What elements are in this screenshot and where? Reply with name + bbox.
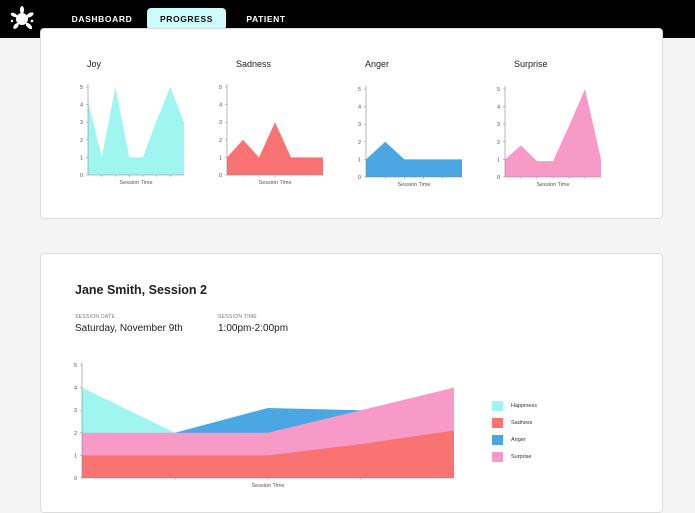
legend-swatch-surprise — [492, 452, 503, 462]
legend-item-surprise: Surprise — [492, 452, 612, 464]
legend-label-surprise: Surprise — [511, 454, 532, 460]
nav-patient[interactable]: PATIENT — [246, 14, 286, 24]
sadness-y-tick-label: 2 — [219, 138, 222, 144]
legend-label-sadness: Sadness — [511, 420, 533, 426]
joy-y-tick-label: 5 — [80, 85, 83, 91]
joy-y-tick-label: 0 — [80, 173, 83, 179]
session-x-label: Session Time — [251, 483, 284, 489]
joy-area-chart: 0 1 2 3 4 5 Session Time — [80, 84, 184, 186]
session-y-tick-label: 2 — [74, 431, 77, 437]
surprise-x-label: Session Time — [536, 182, 569, 188]
sadness-y-tick-label: 3 — [219, 120, 222, 126]
joy-y-tick-label: 4 — [80, 103, 83, 109]
nav-progress[interactable]: PROGRESS — [147, 8, 226, 30]
session-time-value: 1:00pm-2:00pm — [218, 323, 289, 334]
session-y-tick-label: 1 — [74, 453, 77, 459]
surprise-y-tick-label: 3 — [497, 122, 500, 128]
sadness-y-tick-label: 5 — [219, 85, 222, 91]
session-area-sadness — [82, 430, 454, 478]
surprise-area-surprise — [505, 89, 601, 177]
session-y-tick-label: 4 — [74, 386, 77, 392]
anger-area-chart: 0 1 2 3 4 5 Session Time — [358, 86, 462, 188]
joy-y-tick-label: 2 — [80, 138, 83, 144]
surprise-y-tick-label: 0 — [497, 175, 500, 181]
legend-label-anger: Anger — [511, 437, 526, 443]
legend-swatch-sadness — [492, 418, 503, 428]
chart-title-sadness: Sadness — [236, 59, 272, 69]
sadness-area-chart: 0 1 2 3 4 5 Session Time — [219, 84, 323, 186]
sadness-area-sadness — [227, 122, 323, 175]
splat-logo-icon[interactable] — [9, 6, 35, 32]
surprise-y-tick-label: 1 — [497, 157, 500, 163]
session-y-tick-label: 3 — [74, 408, 77, 414]
anger-x-label: Session Time — [397, 182, 430, 188]
anger-y-tick-label: 1 — [358, 157, 361, 163]
legend-label-happiness: Happiness — [511, 403, 537, 409]
legend-item-happiness: Happiness — [492, 401, 612, 413]
chart-title-surprise: Surprise — [514, 59, 548, 69]
surprise-area-chart: 0 1 2 3 4 5 Session Time — [497, 86, 601, 188]
session-date-label: SESSION DATE — [75, 314, 116, 320]
joy-area-joy — [88, 87, 184, 175]
surprise-y-tick-label: 4 — [497, 105, 500, 111]
legend-swatch-anger — [492, 435, 503, 445]
anger-y-tick-label: 5 — [358, 87, 361, 93]
session-date-value: Saturday, November 9th — [75, 323, 183, 334]
nav-dashboard[interactable]: DASHBOARD — [71, 14, 133, 24]
anger-y-tick-label: 0 — [358, 175, 361, 181]
session-y-tick-label: 5 — [74, 363, 77, 369]
surprise-y-tick-label: 5 — [497, 87, 500, 93]
surprise-y-tick-label: 2 — [497, 140, 500, 146]
anger-y-tick-label: 2 — [358, 140, 361, 146]
chart-title-joy: Joy — [87, 59, 102, 69]
session-y-tick-label: 0 — [74, 476, 77, 482]
sadness-x-label: Session Time — [258, 180, 291, 186]
session-title: Jane Smith, Session 2 — [75, 283, 207, 297]
joy-y-tick-label: 1 — [80, 155, 83, 161]
anger-area-anger — [366, 141, 462, 177]
sadness-y-tick-label: 4 — [219, 103, 222, 109]
legend-item-anger: Anger — [492, 435, 612, 447]
legend-swatch-happiness — [492, 401, 503, 411]
joy-y-tick-label: 3 — [80, 120, 83, 126]
sadness-y-tick-label: 1 — [219, 155, 222, 161]
legend-item-sadness: Sadness — [492, 418, 612, 430]
chart-title-anger: Anger — [365, 59, 390, 69]
session-time-label: SESSION TIME — [218, 314, 258, 320]
anger-y-tick-label: 3 — [358, 122, 361, 128]
session-stacked-area-chart: 0 1 2 3 4 5 Session Time — [74, 362, 454, 489]
sadness-y-tick-label: 0 — [219, 173, 222, 179]
joy-x-label: Session Time — [119, 180, 152, 186]
anger-y-tick-label: 4 — [358, 105, 361, 111]
emotion-charts-card — [40, 28, 663, 219]
